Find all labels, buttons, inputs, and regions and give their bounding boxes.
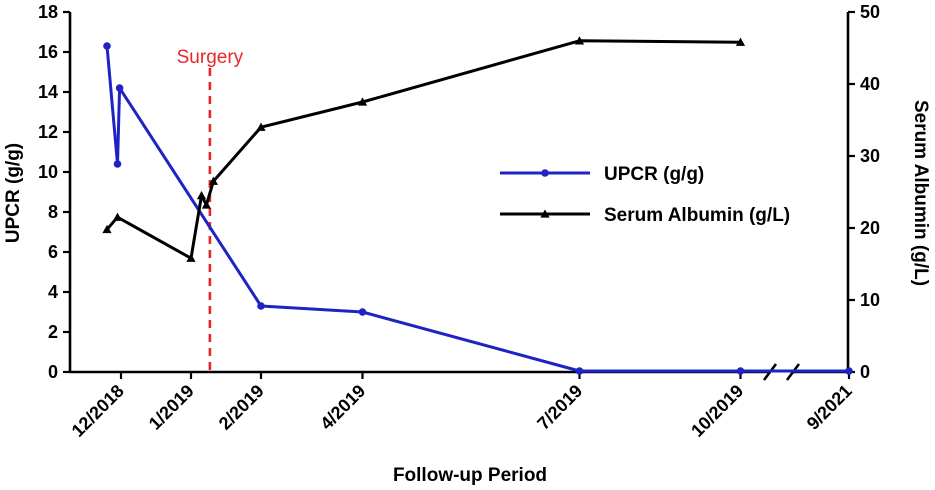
y-axis-left-title: UPCR (g/g) (3, 143, 24, 243)
legend-label: UPCR (g/g) (604, 164, 704, 185)
data-point (208, 176, 218, 185)
y-axis-right-title: Serum Albumin (g/L) (910, 100, 931, 286)
data-point (575, 367, 584, 375)
data-point (186, 253, 196, 262)
legend-marker (540, 209, 550, 218)
y-left-tick-label: 14 (38, 82, 58, 102)
series-upcr (103, 42, 853, 375)
data-point (102, 224, 112, 234)
x-tick-label: 12/2018 (68, 381, 128, 441)
series-albumin (102, 36, 746, 262)
x-tick-label: 10/2019 (687, 381, 747, 441)
y-left-tick-label: 4 (48, 282, 58, 302)
y-right-tick-label: 20 (860, 218, 880, 238)
data-point (201, 200, 211, 209)
data-point (257, 302, 265, 310)
data-point (357, 97, 368, 106)
data-point (196, 191, 207, 200)
data-point (115, 84, 124, 92)
x-tick-label: 9/2021 (803, 381, 856, 434)
data-point (256, 122, 266, 131)
y-right-tick-label: 30 (860, 146, 880, 166)
y-left-tick-label: 10 (38, 162, 58, 182)
y-right-tick-label: 10 (860, 290, 880, 310)
x-tick-label: 1/2019 (145, 381, 198, 434)
y-left-tick-label: 12 (38, 122, 58, 142)
x-tick-label: 7/2019 (533, 381, 586, 434)
series-line (105, 39, 741, 260)
y-right-tick-label: 0 (860, 362, 870, 382)
data-point (574, 36, 585, 45)
series-layer (102, 36, 853, 375)
data-point (358, 308, 367, 316)
y-left-tick-label: 2 (48, 322, 58, 342)
x-tick-label: 4/2019 (316, 381, 369, 434)
y-right-tick-label: 40 (860, 74, 880, 94)
legend: UPCR (g/g) Serum Albumin (g/L) (500, 164, 790, 226)
legend-label: Serum Albumin (g/L) (604, 205, 790, 226)
surgery-label: Surgery (177, 47, 244, 68)
y-left-tick-label: 8 (48, 202, 58, 222)
x-axis-title: Follow-up Period (393, 465, 547, 486)
y-left-tick-label: 16 (38, 42, 58, 62)
legend-marker (541, 169, 549, 177)
data-point (845, 367, 853, 375)
y-right-tick-label: 50 (860, 2, 880, 22)
y-left-tick-label: 6 (48, 242, 58, 262)
data-point (735, 37, 746, 46)
data-point (113, 160, 122, 168)
series-line (105, 45, 849, 373)
x-tick-label: 2/2019 (215, 381, 268, 434)
annotation-layer: Surgery (177, 47, 244, 372)
y-left-tick-label: 0 (48, 362, 58, 382)
data-point (736, 367, 745, 375)
data-point (103, 42, 111, 50)
y-left-tick-label: 18 (38, 2, 58, 22)
data-point (112, 212, 123, 221)
